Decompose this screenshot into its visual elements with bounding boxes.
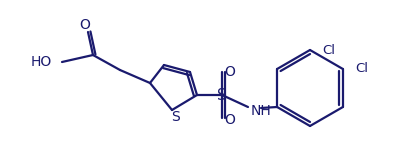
Text: S: S [172,110,180,124]
Text: Cl: Cl [322,44,335,57]
Text: NH: NH [251,104,272,118]
Text: HO: HO [31,55,52,69]
Text: O: O [225,113,235,127]
Text: O: O [225,65,235,79]
Text: S: S [217,88,227,103]
Text: Cl: Cl [355,62,368,75]
Text: O: O [79,18,91,32]
